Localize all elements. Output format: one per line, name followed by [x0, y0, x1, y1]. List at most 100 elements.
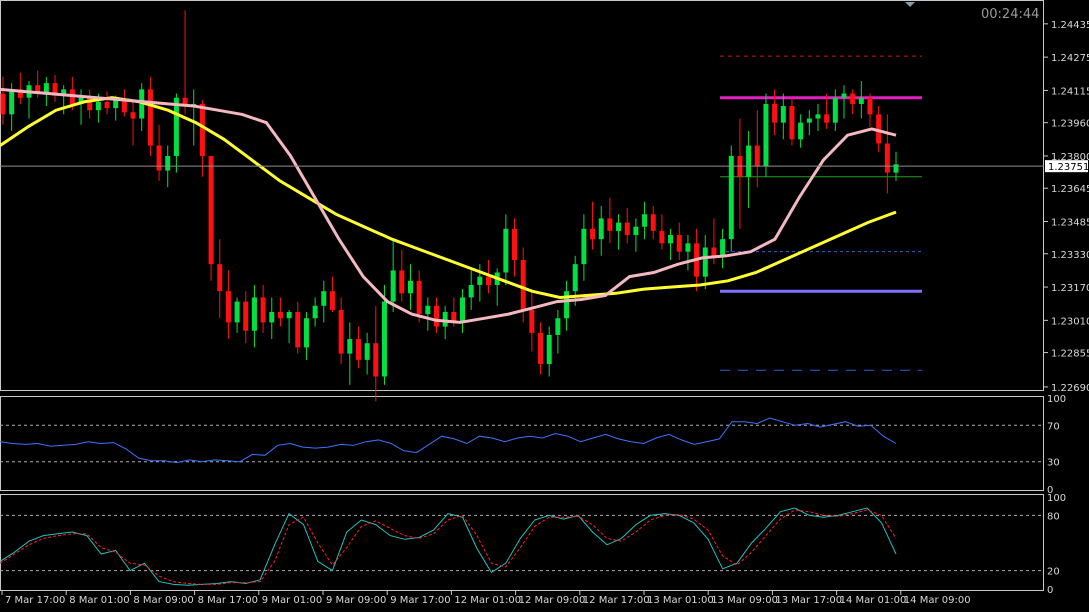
- candle-body: [251, 297, 257, 331]
- fast-moving-average-line: [0, 87, 897, 324]
- candle: [798, 114, 804, 148]
- time-tick-label: 14 Mar 09:00: [904, 595, 971, 606]
- candle: [624, 207, 630, 244]
- candle-body: [607, 218, 613, 231]
- time-axis: 7 Mar 17:00 8 Mar 01:00 8 Mar 09:00 8 Mar 1…: [1, 591, 971, 606]
- candle-body: [321, 291, 327, 306]
- candle-body: [772, 103, 778, 123]
- candle-body: [312, 305, 318, 319]
- candle-body: [520, 260, 526, 310]
- candle-body: [650, 214, 656, 231]
- candle: [0, 76, 6, 125]
- candle: [858, 81, 864, 119]
- candle: [147, 76, 153, 156]
- candle: [338, 297, 344, 365]
- candle: [243, 291, 249, 344]
- candle: [884, 114, 890, 194]
- candle: [87, 89, 93, 119]
- candle: [156, 124, 162, 181]
- price-tick-label: 1.24275: [1051, 53, 1089, 64]
- candle: [598, 205, 604, 256]
- candle-body: [850, 93, 856, 104]
- candle: [633, 218, 639, 252]
- stochastic-signal-line: [0, 509, 897, 585]
- candle: [789, 97, 795, 146]
- candle: [199, 99, 205, 177]
- candle: [780, 93, 786, 140]
- price-tick-label: 1.23800: [1051, 152, 1089, 163]
- candle: [468, 270, 474, 310]
- candle-body: [676, 235, 682, 252]
- candle-body: [546, 334, 552, 365]
- current-price-label-box: [1045, 160, 1088, 173]
- candle: [329, 276, 335, 313]
- price-tick-label: 1.24115: [1051, 86, 1089, 97]
- candle-body: [728, 155, 734, 240]
- candle-body: [789, 106, 795, 140]
- candle-body: [486, 276, 492, 285]
- candle-body: [442, 312, 448, 327]
- candle-body: [295, 312, 301, 348]
- candle-body: [277, 312, 283, 319]
- time-tick-label: 13 Mar 09:00: [711, 595, 778, 606]
- candle: [225, 270, 231, 340]
- candle: [676, 222, 682, 260]
- candle-body: [35, 85, 41, 94]
- candle: [52, 74, 58, 102]
- indicator-tick-label: 100: [1047, 493, 1066, 504]
- candle-body: [702, 247, 708, 277]
- candle-body: [624, 222, 630, 236]
- candle-body: [373, 343, 379, 377]
- stochastic-panel-frame: [0, 494, 1044, 591]
- candle: [303, 312, 309, 360]
- candle-body: [225, 291, 231, 323]
- candle-body: [433, 305, 439, 327]
- candle-body: [798, 122, 804, 140]
- candle-body: [503, 228, 509, 273]
- indicator-tick-label: 30: [1047, 458, 1060, 469]
- candle: [17, 72, 23, 104]
- candle-body: [806, 118, 812, 123]
- candle-body: [104, 101, 110, 109]
- current-price-label: 1.23751: [1048, 162, 1089, 173]
- candle-body: [824, 114, 830, 123]
- time-tick-label: 7 Mar 17:00: [5, 595, 65, 606]
- candle: [659, 214, 665, 250]
- candle-body: [347, 339, 353, 354]
- stochastic-indicator: 100 80 20 0: [0, 493, 1066, 596]
- candle: [373, 305, 379, 402]
- candle: [407, 264, 413, 310]
- time-tick-label: 13 Mar 17:00: [775, 595, 842, 606]
- candle: [347, 322, 353, 385]
- time-tick-label: 13 Mar 01:00: [647, 595, 714, 606]
- price-tick-label: 1.23960: [1051, 119, 1089, 130]
- price-axis: 1.24435 1.24275 1.24115 1.23960 1.23800 1.236…: [1044, 20, 1089, 394]
- candle-body: [173, 97, 179, 156]
- candle: [286, 309, 292, 344]
- candle: [867, 93, 873, 127]
- candle-body: [52, 83, 58, 96]
- candle-body: [581, 228, 587, 265]
- candle: [260, 284, 266, 333]
- candle-body: [425, 305, 431, 315]
- time-tick-label: 8 Mar 01:00: [69, 595, 129, 606]
- indicator-tick-label: 100: [1047, 394, 1066, 405]
- candle: [433, 297, 439, 333]
- candle-body: [633, 226, 639, 236]
- candle-body: [234, 301, 240, 323]
- candle-body: [364, 343, 370, 360]
- stochastic-main-line: [0, 507, 897, 586]
- candle-body: [876, 114, 882, 144]
- candle-body: [17, 89, 23, 98]
- time-tick-label: 8 Mar 09:00: [133, 595, 193, 606]
- candle-body: [199, 103, 205, 156]
- candle-body: [399, 270, 405, 294]
- candle-body: [711, 247, 717, 256]
- candle: [564, 280, 570, 331]
- candle: [399, 249, 405, 302]
- candle: [824, 93, 830, 129]
- chart-shift-marker-icon[interactable]: [905, 2, 915, 7]
- candle: [173, 93, 179, 173]
- candle: [832, 89, 838, 131]
- candle: [772, 89, 778, 136]
